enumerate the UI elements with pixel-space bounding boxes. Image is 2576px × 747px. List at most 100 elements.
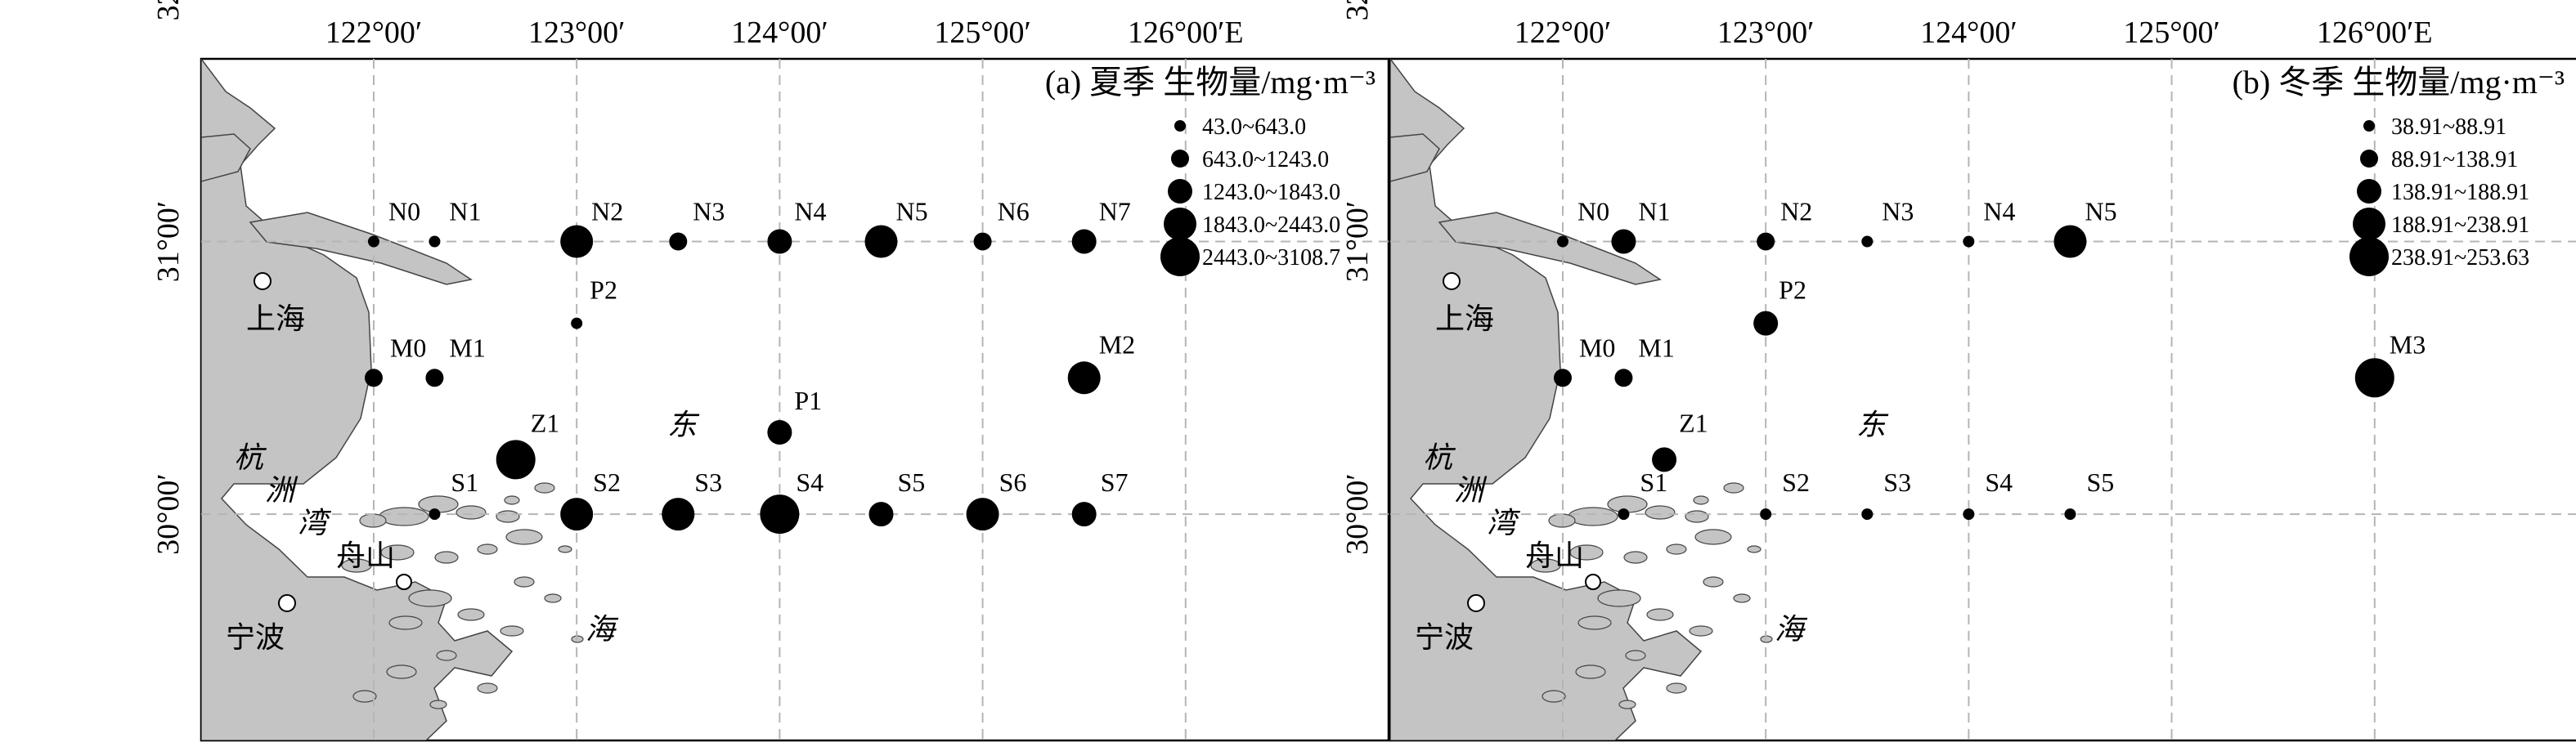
station-label-S1: S1	[451, 467, 478, 497]
lon-tick-label-2: 124°00′	[1920, 16, 2017, 50]
station-label-M0: M0	[1579, 333, 1615, 362]
station-marker-N4	[1963, 235, 1975, 248]
station-marker-N3	[1861, 235, 1874, 248]
island	[388, 615, 423, 630]
lat-tick-label-0: 32°00′N	[151, 0, 186, 20]
island	[429, 700, 447, 709]
station-label-S3: S3	[694, 467, 722, 497]
station-label-M2: M2	[1099, 329, 1135, 359]
bay-char-0: 杭	[1423, 441, 1456, 474]
legend-marker-3	[1164, 208, 1196, 240]
island	[380, 544, 415, 561]
station-marker-S7	[1071, 502, 1097, 527]
station-label-N4: N4	[1983, 197, 2015, 226]
station-marker-N6	[973, 232, 992, 251]
station-label-S2: S2	[593, 467, 621, 497]
legend-label-0: 43.0~643.0	[1202, 114, 1306, 140]
island	[477, 682, 498, 694]
lon-tick-label-0: 122°00′	[1515, 16, 1612, 50]
map-area	[201, 59, 1389, 740]
station-marker-N1	[1611, 229, 1636, 254]
legend-marker-2	[1168, 179, 1192, 204]
station-marker-S1	[429, 508, 441, 521]
panel-title: (a) 夏季 生物量/mg·m⁻³	[1045, 64, 1376, 101]
lat-tick-label-2: 30°00′	[1340, 473, 1375, 555]
bay-char-2: 湾	[1487, 507, 1521, 539]
station-marker-N0	[367, 235, 379, 248]
station-marker-N3	[669, 232, 688, 251]
map-panel-1: 122°00′ 123°00′ 124°00′ 125°00′ 126°00′E 32°0…	[1340, 0, 2576, 742]
lon-tick-label-2: 124°00′	[731, 16, 828, 50]
island	[1666, 543, 1687, 555]
zhoushan-label: 舟山	[336, 539, 395, 572]
island	[1618, 700, 1636, 709]
station-marker-S3	[662, 498, 695, 531]
station-label-P1: P1	[794, 386, 822, 415]
legend: 43.0~643.0 643.0~1243.0 1243.0~1843.0 1843.…	[1160, 114, 1340, 276]
bay-char-2: 湾	[298, 507, 332, 539]
island	[500, 625, 524, 637]
sea-char-sea: 海	[586, 613, 619, 646]
lon-tick-label-3: 125°00′	[2123, 16, 2220, 50]
chongming-island	[1438, 212, 1662, 285]
island	[496, 510, 520, 523]
lon-tick-label-3: 125°00′	[934, 16, 1031, 50]
island	[379, 507, 429, 526]
island	[1703, 576, 1724, 588]
shanghai-marker	[1443, 272, 1461, 290]
station-label-N4: N4	[794, 197, 826, 226]
station-label-S5: S5	[2086, 467, 2114, 497]
legend-label-2: 1243.0~1843.0	[1202, 180, 1340, 205]
island	[1733, 593, 1751, 603]
island	[1747, 545, 1761, 553]
station-label-N7: N7	[1099, 197, 1131, 226]
island	[1569, 544, 1604, 561]
station-label-N0: N0	[1577, 197, 1609, 226]
station-marker-N2	[1757, 232, 1775, 251]
station-marker-P2	[1753, 311, 1779, 336]
sea-char-east: 东	[667, 409, 700, 441]
shanghai-marker	[254, 272, 272, 290]
legend-marker-0	[1174, 120, 1186, 132]
island	[1646, 608, 1674, 621]
legend-marker-4	[1160, 237, 1200, 276]
station-label-M0: M0	[390, 333, 426, 362]
island	[1542, 690, 1566, 703]
station-label-M1: M1	[1638, 333, 1674, 362]
legend-label-4: 238.91~253.63	[2391, 245, 2529, 271]
island	[1693, 495, 1709, 505]
shanghai-label: 上海	[1435, 302, 1494, 335]
island	[1597, 589, 1641, 607]
island	[477, 543, 498, 555]
station-marker-P1	[767, 420, 792, 445]
legend-marker-4	[2349, 237, 2389, 276]
station-marker-M0	[1553, 369, 1572, 387]
ningbo-marker	[278, 594, 296, 612]
legend-marker-3	[2353, 208, 2385, 240]
bay-char-0: 杭	[234, 441, 267, 474]
station-label-N3: N3	[693, 197, 725, 226]
station-marker-N2	[560, 225, 594, 258]
station-marker-S2	[1760, 508, 1772, 521]
station-marker-N0	[1556, 235, 1568, 248]
island	[1568, 507, 1618, 526]
station-marker-S5	[868, 502, 894, 527]
station-label-N5: N5	[2085, 197, 2116, 226]
legend-marker-2	[2357, 179, 2381, 204]
lat-tick-label-2: 30°00′	[151, 473, 186, 555]
north-shore	[201, 133, 251, 182]
station-marker-S3	[1861, 508, 1874, 521]
legend-marker-0	[2363, 120, 2375, 132]
lon-tick-label-1: 123°00′	[528, 16, 626, 50]
bay-char-1: 洲	[265, 474, 298, 507]
island	[1666, 682, 1687, 694]
island	[456, 505, 487, 520]
ningbo-label: 宁波	[1415, 621, 1474, 654]
lat-tick-label-1: 31°00′	[151, 201, 186, 283]
station-marker-S4	[760, 494, 800, 535]
island	[1645, 505, 1676, 520]
map-area	[1390, 59, 2576, 740]
station-marker-P2	[571, 317, 583, 329]
legend-marker-1	[2360, 150, 2378, 168]
station-label-Z1: Z1	[531, 408, 560, 437]
